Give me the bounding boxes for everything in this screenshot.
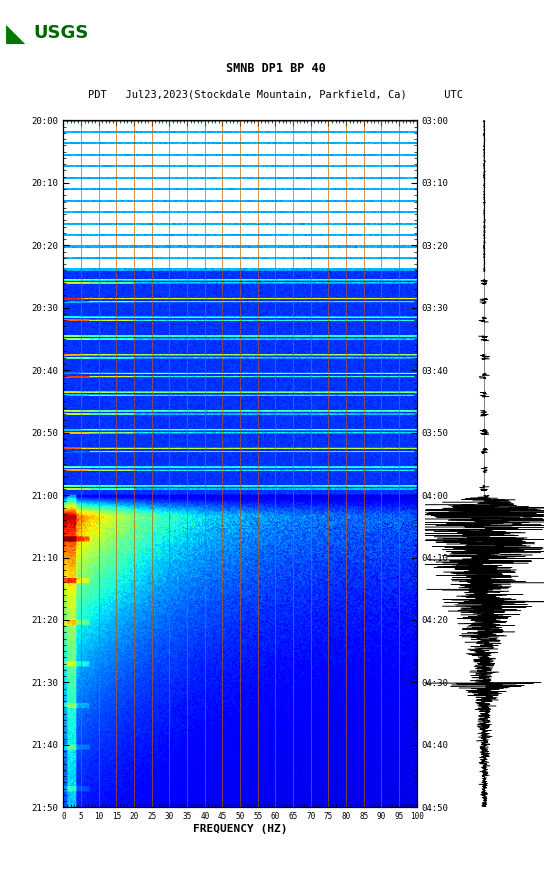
Text: ◣: ◣ (6, 21, 25, 45)
Text: PDT   Jul23,2023(Stockdale Mountain, Parkfield, Ca)      UTC: PDT Jul23,2023(Stockdale Mountain, Parkf… (88, 89, 464, 99)
Text: USGS: USGS (33, 24, 89, 43)
Text: SMNB DP1 BP 40: SMNB DP1 BP 40 (226, 62, 326, 75)
X-axis label: FREQUENCY (HZ): FREQUENCY (HZ) (193, 824, 288, 834)
